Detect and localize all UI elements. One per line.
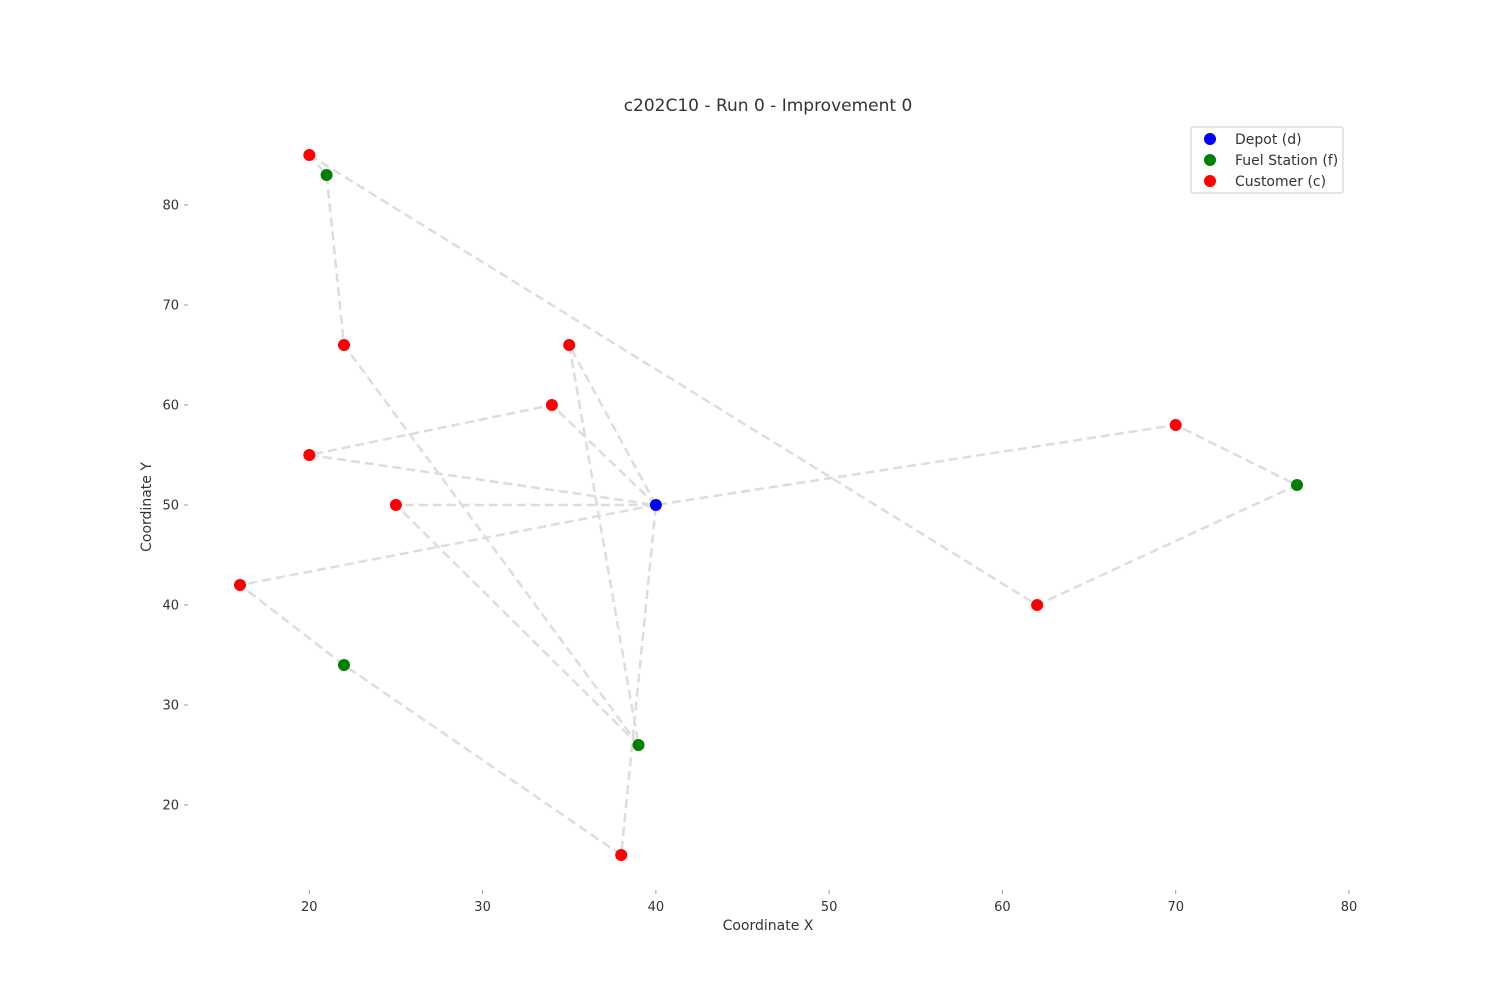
fuel-station-point-2 [1291,479,1303,491]
x-tick-label-70: 70 [1167,900,1184,915]
route-line-5 [308,154,640,746]
customer-point-1 [303,149,316,161]
chart-title: c202C10 - Run 0 - Improvement 0 [624,96,913,116]
y-tick-label-30: 30 [162,699,179,714]
y-tick-label-20: 20 [162,799,179,814]
customer-point-4 [545,399,558,411]
customer-point-10 [615,849,628,861]
legend-label-depot: Depot (d) [1235,132,1302,148]
data-points [234,149,1303,861]
route-line-2 [392,344,657,749]
legend-marker-customer [1204,175,1216,187]
y-axis-label: Coordinate Y [139,462,155,552]
legend-box [1190,126,1344,194]
x-axis-label: Coordinate X [723,918,814,934]
fuel-station-point-3 [338,659,350,671]
y-axis: 20 30 40 50 60 70 80 [162,199,188,814]
customer-point-2 [338,339,350,351]
y-tick-label-70: 70 [162,299,179,314]
customer-point-7 [1169,419,1182,431]
customer-point-9 [1031,599,1044,611]
y-tick-label-50: 50 [162,499,179,514]
y-tick-label-80: 80 [162,199,179,214]
x-tick-label-30: 30 [474,900,491,915]
customer-point-5 [303,449,316,461]
fuel-station-point-4 [632,739,645,751]
legend-label-customer: Customer (c) [1235,174,1326,190]
customer-point-6 [389,499,402,511]
route-line-3 [309,403,657,507]
route-line-1 [308,153,1300,607]
y-tick-label-40: 40 [162,599,179,614]
legend-marker-fuel-station [1204,154,1216,166]
depot-point-1 [649,499,662,511]
fuel-station-point-1 [320,169,333,181]
x-tick-label-40: 40 [648,900,665,915]
legend-label-fuel-station: Fuel Station (f) [1235,153,1338,169]
x-tick-label-50: 50 [821,900,838,915]
x-tick-label-80: 80 [1341,900,1358,915]
x-tick-label-20: 20 [301,900,318,915]
legend: Depot (d) Fuel Station (f) Customer (c) [1190,126,1344,194]
y-tick-label-60: 60 [162,399,179,414]
customer-point-8 [234,579,246,591]
x-axis: 20 30 40 50 60 70 80 [301,890,1357,915]
x-tick-label-60: 60 [994,900,1011,915]
customer-point-3 [563,339,576,351]
legend-marker-depot [1204,133,1216,145]
